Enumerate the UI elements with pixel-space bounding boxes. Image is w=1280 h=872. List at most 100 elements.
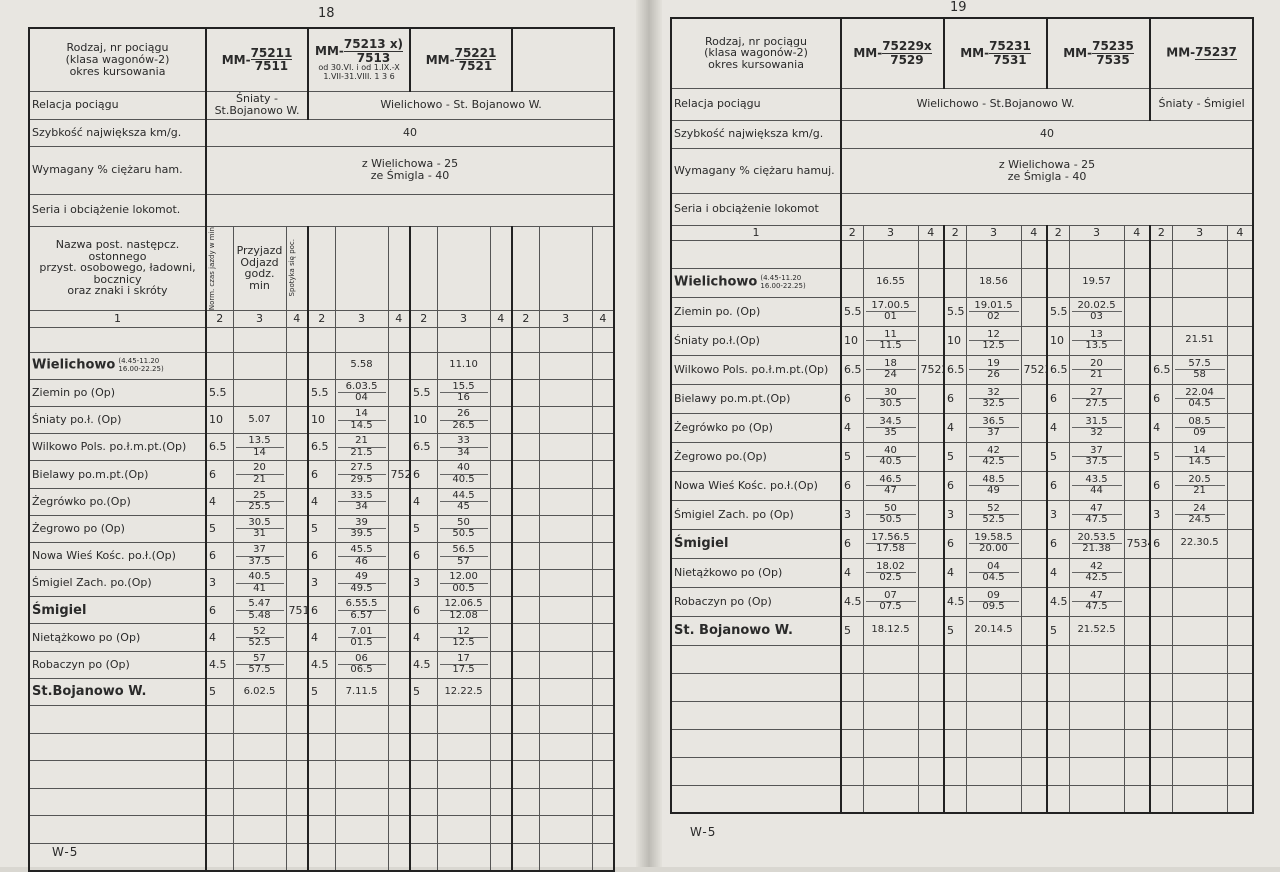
departure: 47: [884, 485, 897, 496]
cell: [1123, 728, 1151, 758]
meets: [1123, 412, 1151, 443]
text-line: okres kursowania: [69, 64, 166, 78]
norm-time: 5.5: [307, 378, 336, 407]
norm-time: 6: [307, 541, 336, 571]
train-note: od 30.VI. i od 1.IX.-X 1.VII-31.VIII. 1 3…: [311, 64, 407, 81]
times: 21.51: [1171, 325, 1228, 356]
row: Rodzaj, nr pociągu (klasa wagonów-2) okres…: [670, 17, 1254, 89]
arrival: 30.5: [235, 517, 284, 530]
norm-time: 5.5: [943, 296, 967, 327]
norm-time: 5: [205, 514, 234, 543]
cell: [334, 842, 389, 872]
text-line: 1.VII-31.VIII. 1 3 6: [323, 71, 395, 81]
times: 31.5 32: [1068, 412, 1125, 443]
meets: [1020, 557, 1048, 588]
times: 15.5 16: [436, 378, 491, 407]
arrival: 33.5: [337, 490, 386, 503]
cell: [489, 732, 513, 762]
arrival: 50: [865, 503, 916, 515]
row: Wymagany % ciężaru hamuj. z Wielichowa - …: [670, 147, 1254, 194]
cell: [1226, 672, 1254, 702]
departure: 37.5: [1085, 456, 1108, 467]
cell: [840, 644, 864, 674]
cell: [409, 732, 438, 762]
station: Nietążkowo po (Op): [670, 557, 842, 588]
departure: 52.5: [248, 637, 271, 649]
cell: [307, 760, 336, 789]
train-number: 75221 7521: [454, 47, 497, 73]
times: [538, 405, 593, 435]
times: 22.30.5: [1171, 528, 1228, 559]
times: 20 21: [232, 460, 287, 489]
column-header: [489, 225, 513, 311]
times: 36.5 37: [965, 412, 1022, 443]
norm-time: [511, 405, 540, 435]
norm-time: 3: [1149, 499, 1173, 530]
train-prefix: MM-: [853, 45, 883, 60]
cell: [538, 787, 593, 817]
cell: [285, 326, 309, 353]
train-prefix: MM-: [221, 52, 251, 67]
times: 52 52.5: [965, 499, 1022, 530]
departure: 29.5: [350, 473, 373, 485]
cell: [285, 705, 309, 734]
cell: [840, 239, 864, 269]
station-name: Śmigiel: [674, 535, 729, 551]
meets: [1226, 499, 1254, 530]
norm-time: 4.5: [943, 586, 967, 617]
meets: [1123, 615, 1151, 646]
station: Ziemin po (Op): [28, 378, 207, 407]
departure: 25.5: [248, 501, 271, 513]
station-name: Śmigiel Zach. po.(Op): [32, 576, 152, 590]
station: St.Bojanowo W.: [28, 677, 207, 707]
row: [28, 326, 615, 353]
norm-time: 4: [307, 623, 336, 652]
cell: [1020, 784, 1048, 814]
station: Wilkowo Pols. po.ł.m.pt.(Op): [28, 433, 207, 462]
departure: 50.5: [452, 528, 475, 540]
times: 21.52.5: [1068, 615, 1125, 646]
times: 11.10: [436, 351, 491, 380]
meet-train: 7534: [1126, 536, 1150, 550]
arrival: 24: [1174, 503, 1225, 515]
column-header: [334, 225, 389, 311]
norm-time: [511, 650, 540, 679]
norm-time: 5: [409, 677, 438, 707]
norm-time: 5.5: [409, 378, 438, 407]
departure: 34: [457, 446, 470, 458]
timetable: Rodzaj, nr pociągu (klasa wagonów-2) okres…: [670, 17, 1255, 814]
meets: [1226, 586, 1254, 617]
arrival: 25: [235, 490, 284, 503]
norm-time: 6: [409, 541, 438, 571]
departure: 11.5: [879, 340, 902, 351]
row: St. Bojanowo W. 5 18.12.5 5 20.14.5 5 21.52.5: [670, 615, 1254, 646]
arrival: 14: [1174, 445, 1225, 457]
times: 12 12.5: [965, 325, 1022, 356]
cell: [387, 760, 411, 789]
times: 25 25.5: [232, 487, 287, 516]
times: 39 39.5: [334, 514, 389, 543]
departure: 09.5: [982, 601, 1005, 612]
meets: [489, 487, 513, 516]
norm-time: 5: [205, 677, 234, 707]
station: Żegrówko po.(Op): [28, 487, 207, 516]
times: 6.55.5 6.57: [334, 596, 389, 625]
meets: [1123, 296, 1151, 327]
times: 40.5 41: [232, 569, 287, 598]
times: 20.53.5 21.38: [1068, 528, 1125, 559]
text-line: (klasa wagonów-2): [704, 46, 808, 60]
times: 27.5 29.5: [334, 460, 389, 489]
cell: [489, 787, 513, 817]
column-header: [436, 225, 491, 311]
train-main: 75231: [989, 39, 1031, 54]
train-number: 75231 7531: [989, 40, 1031, 66]
norm-time: 6: [205, 596, 234, 625]
train-number: 75237: [1195, 46, 1237, 61]
arrival: 04: [968, 561, 1019, 573]
text-line: 16.00-22.25): [760, 281, 806, 290]
departure: 14.5: [350, 419, 373, 431]
column-header: [387, 225, 411, 311]
departure: 04.5: [1188, 398, 1211, 409]
departure: 5.48: [248, 609, 271, 621]
times: 32 32.5: [965, 383, 1022, 414]
